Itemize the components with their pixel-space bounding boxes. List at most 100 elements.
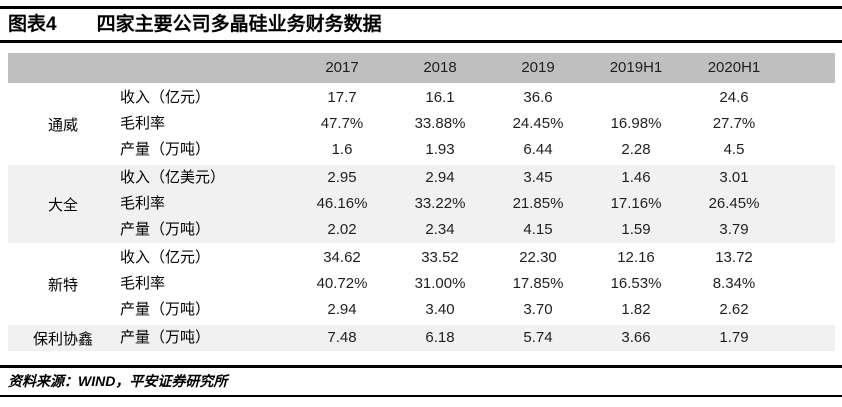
year-header: 2019H1 [609,59,663,76]
header-spacer-cell [783,53,835,83]
row-spacer-cell [783,245,835,271]
value-cell: 1.93 [425,141,455,158]
value-cell: 6.18 [425,329,455,346]
value-cell: 4.15 [523,221,553,238]
metric-label: 收入（亿元） [120,89,211,106]
value-cell: 1.82 [621,301,651,318]
value-cell: 2.94 [425,169,455,186]
row-spacer-cell [783,85,835,111]
value-cell: 24.6 [719,89,749,106]
value-cell [587,85,685,111]
table-row: 毛利率 46.16% 33.22% 21.85% 17.16% 26.45% [118,191,835,217]
metric-label: 产量（万吨） [120,141,211,158]
value-cell: 40.72% [316,275,368,292]
metric-label: 产量（万吨） [120,329,211,346]
value-cell: 7.48 [327,329,357,346]
company-name: 新特 [47,276,78,294]
company-block: 保利协鑫 产量（万吨） 7.48 6.18 5.74 3.66 1.79 [8,325,835,351]
company-name: 通威 [47,116,78,134]
value-cell: 5.74 [523,329,553,346]
value-cell: 2.34 [425,221,455,238]
company-name: 保利协鑫 [32,330,93,348]
row-spacer-cell [783,111,835,137]
value-cell: 17.7 [327,89,357,106]
metric-label: 毛利率 [120,275,166,292]
source-text: 资料来源：WIND，平安证券研究所 [8,373,228,389]
row-spacer-cell [783,191,835,217]
value-cell: 3.79 [719,221,749,238]
value-cell: 46.16% [316,195,368,212]
value-cell: 1.6 [331,141,353,158]
value-cell: 16.1 [425,89,455,106]
value-cell: 22.30 [519,249,557,266]
metric-label: 毛利率 [120,115,166,132]
value-cell: 47.7% [320,115,364,132]
company-name: 大全 [47,196,78,214]
value-cell: 21.85% [512,195,564,212]
company-block: 新特 收入（亿元） 34.62 33.52 22.30 12.16 13.72 毛利率 40.7… [8,245,835,323]
value-cell: 8.34% [712,275,756,292]
table-row: 收入（亿元） 17.7 16.1 36.6 24.6 [118,85,835,111]
figure-title-bar: 图表4 四家主要公司多晶硅业务财务数据 [0,6,842,43]
value-cell: 3.70 [523,301,553,318]
company-block: 通威 收入（亿元） 17.7 16.1 36.6 24.6 毛利率 47.7% 33.88% 24… [8,85,835,163]
metric-label: 产量（万吨） [120,301,211,318]
value-cell: 3.45 [523,169,553,186]
value-cell: 4.5 [723,141,745,158]
report-figure: 图表4 四家主要公司多晶硅业务财务数据 2017 2018 2019 2019H1 20… [0,6,842,397]
value-cell: 2.02 [327,221,357,238]
year-header: 2020H1 [707,59,761,76]
table-row: 产量（万吨） 1.6 1.93 6.44 2.28 4.5 [118,137,835,163]
value-cell: 26.45% [708,195,760,212]
value-cell: 16.98% [610,115,662,132]
table-row: 产量（万吨） 7.48 6.18 5.74 3.66 1.79 [118,325,835,351]
row-spacer-cell [783,217,835,243]
company-block: 大全 收入（亿美元） 2.95 2.94 3.45 1.46 3.01 毛利率 46.16% 33… [8,165,835,243]
company-rows: 收入（亿美元） 2.95 2.94 3.45 1.46 3.01 毛利率 46.16% 33.2… [118,165,835,243]
value-cell: 1.46 [621,169,651,186]
value-cell: 33.52 [421,249,459,266]
value-cell: 12.16 [617,249,655,266]
value-cell: 17.85% [512,275,564,292]
value-cell: 1.79 [719,329,749,346]
metric-label: 收入（亿美元） [120,169,226,186]
value-cell: 24.45% [512,115,564,132]
company-rows: 收入（亿元） 17.7 16.1 36.6 24.6 毛利率 47.7% 33.88% 24.4… [118,85,835,163]
value-cell: 2.95 [327,169,357,186]
figure-title-text: 四家主要公司多晶硅业务财务数据 [96,14,382,35]
year-header: 2019 [521,59,555,76]
value-cell: 31.00% [414,275,466,292]
table-row: 产量（万吨） 2.94 3.40 3.70 1.82 2.62 [118,297,835,323]
value-cell: 2.94 [327,301,357,318]
table-row: 收入（亿元） 34.62 33.52 22.30 12.16 13.72 [118,245,835,271]
header-empty-cell [8,53,293,83]
value-cell: 17.16% [610,195,662,212]
table-body: 通威 收入（亿元） 17.7 16.1 36.6 24.6 毛利率 47.7% 33.88% 24… [8,85,835,351]
value-cell: 13.72 [715,249,753,266]
value-cell: 3.40 [425,301,455,318]
value-cell: 34.62 [323,249,361,266]
value-cell: 3.66 [621,329,651,346]
metric-label: 收入（亿元） [120,249,211,266]
table-row: 产量（万吨） 2.02 2.34 4.15 1.59 3.79 [118,217,835,243]
year-header: 2018 [423,59,457,76]
company-rows: 收入（亿元） 34.62 33.52 22.30 12.16 13.72 毛利率 40.72%… [118,245,835,323]
table-row: 毛利率 47.7% 33.88% 24.45% 16.98% 27.7% [118,111,835,137]
metric-label: 毛利率 [120,195,166,212]
year-header: 2017 [325,59,359,76]
row-spacer-cell [783,325,835,351]
value-cell: 6.44 [523,141,553,158]
table-header-row: 2017 2018 2019 2019H1 2020H1 [8,53,835,83]
value-cell: 33.22% [414,195,466,212]
source-bar: 资料来源：WIND，平安证券研究所 [0,365,842,397]
table-row: 毛利率 40.72% 31.00% 17.85% 16.53% 8.34% [118,271,835,297]
table-row: 收入（亿美元） 2.95 2.94 3.45 1.46 3.01 [118,165,835,191]
metric-label: 产量（万吨） [120,221,211,238]
value-cell: 36.6 [523,89,553,106]
company-rows: 产量（万吨） 7.48 6.18 5.74 3.66 1.79 [118,325,835,351]
row-spacer-cell [783,165,835,191]
value-cell: 16.53% [610,275,662,292]
row-spacer-cell [783,271,835,297]
row-spacer-cell [783,297,835,323]
value-cell: 1.59 [621,221,651,238]
